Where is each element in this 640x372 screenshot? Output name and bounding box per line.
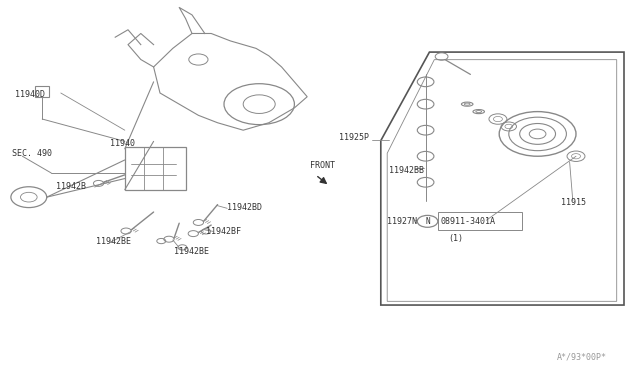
Text: 11942BE: 11942BE <box>96 237 131 246</box>
Text: 11942BE: 11942BE <box>174 247 209 256</box>
Text: A*/93*00P*: A*/93*00P* <box>557 353 607 362</box>
Text: 11940D: 11940D <box>15 90 45 99</box>
Text: 11942BD: 11942BD <box>227 203 262 212</box>
Bar <box>35 86 49 97</box>
Text: 11927N: 11927N <box>387 217 417 226</box>
Text: 11942B: 11942B <box>56 182 86 190</box>
Text: 11940: 11940 <box>110 140 135 148</box>
Bar <box>125 147 186 190</box>
Bar <box>438 212 522 230</box>
Text: (1): (1) <box>448 234 463 243</box>
Text: 11942BB: 11942BB <box>389 166 424 174</box>
Text: 08911-3401A: 08911-3401A <box>440 217 495 226</box>
Text: N: N <box>425 217 430 226</box>
Text: FRONT: FRONT <box>310 161 335 170</box>
Text: SEC. 490: SEC. 490 <box>12 149 51 158</box>
Text: 11942BF: 11942BF <box>206 227 241 236</box>
Text: 11915: 11915 <box>561 198 586 207</box>
Text: 11925P: 11925P <box>339 133 369 142</box>
